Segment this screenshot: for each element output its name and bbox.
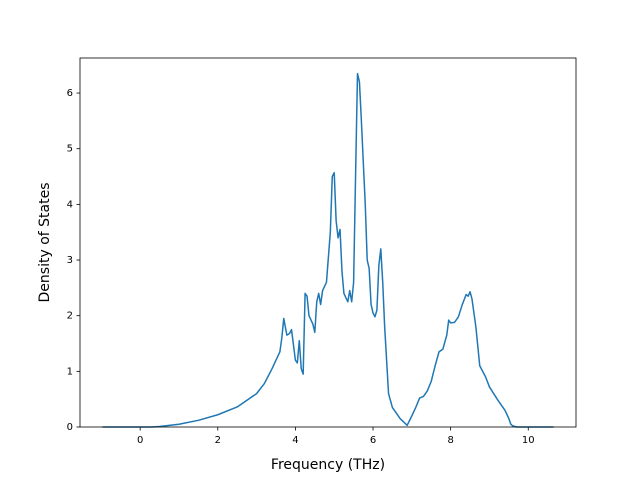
x-tick-label: 8 [447,435,453,446]
y-tick-label: 0 [67,422,73,433]
plot-frame [79,57,577,428]
y-axis-label: Density of States [37,183,53,303]
y-tick-label: 6 [67,88,73,99]
y-tick-label: 3 [67,255,73,266]
y-tick-label: 4 [67,199,73,210]
x-axis-label: Frequency (THz) [271,457,385,473]
x-tick-label: 2 [215,435,221,446]
x-tick-label: 0 [137,435,143,446]
y-tick-label: 2 [67,311,73,322]
y-tick-label: 5 [67,144,73,155]
x-tick-label: 10 [522,435,535,446]
line [102,72,554,428]
y-tick-label: 1 [67,366,73,377]
x-tick-label: 6 [370,435,376,446]
x-tick-label: 4 [292,435,298,446]
